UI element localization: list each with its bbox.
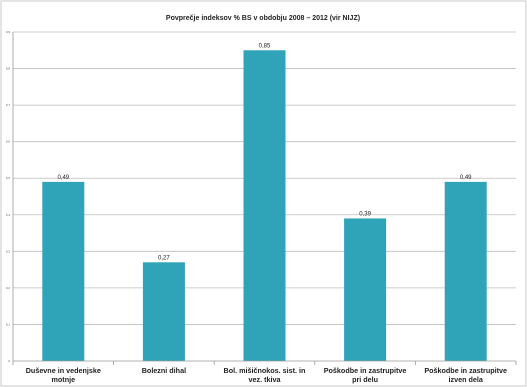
bar [243,50,286,362]
x-category-label: motnje [52,375,76,384]
y-tick-label: 0,4 [6,213,11,217]
x-category-label: Poškodbe in zastrupitve [424,366,507,375]
bar [142,262,185,361]
bar-value-label: 0,27 [158,255,170,261]
bar-value-label: 0,39 [359,211,371,217]
x-category-label: Bol. mišičnokos. sist. in [224,366,306,375]
bar [42,181,85,361]
data-labels: 0,49 0,27 0,85 0,39 0,49 [57,43,472,261]
y-tick-label: 0 [8,359,10,363]
y-tick-label: 0,8 [6,67,11,71]
y-tick-label: 0,6 [6,140,11,144]
x-category-label: Poškodbe in zastrupitve [324,366,407,375]
x-category-label: Bolezni dihal [142,366,186,375]
y-tick-label: 0,3 [6,249,11,253]
y-tick-label: 0,7 [6,103,11,107]
x-category-label: pri delu [352,375,378,384]
y-tick-label: 0,5 [6,176,11,180]
axes [12,32,517,365]
y-tick-label: 0,2 [6,286,11,290]
bar-value-label: 0,85 [259,43,271,49]
bar [444,181,487,361]
chart-title: Povprečje indeksov % BS v obdobju 2008 –… [166,15,360,22]
bars [42,50,487,362]
bar-value-label: 0,49 [57,175,69,181]
x-category-label: vez. tkiva [249,375,282,384]
y-tick-label: 0,1 [6,322,11,326]
y-tick-label: 0,9 [6,30,11,34]
bar [344,218,387,361]
bar-value-label: 0,49 [460,175,472,181]
x-category-label: Duševne in vedenjske [26,366,101,375]
x-category-label: izven dela [449,375,484,384]
y-axis-ticks: 0 0,1 0,2 0,3 0,4 0,5 0,6 0,7 0,8 0,9 [6,30,11,363]
